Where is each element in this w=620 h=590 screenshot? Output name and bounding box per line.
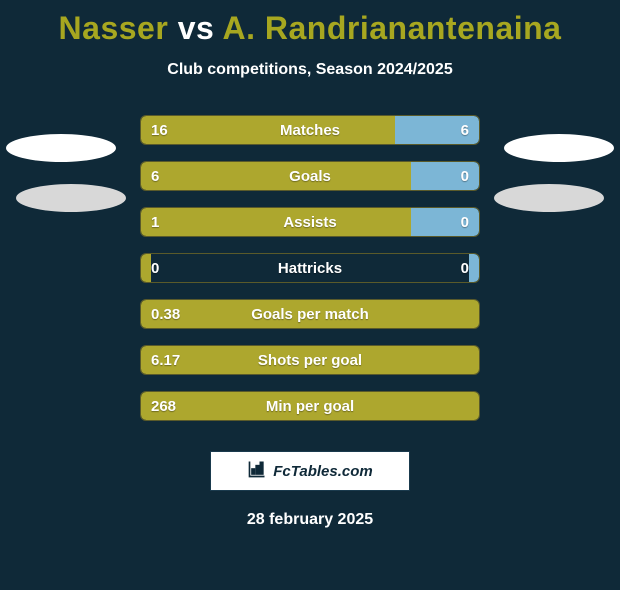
stat-row: 00Hattricks (0, 245, 620, 291)
source-badge-text: FcTables.com (273, 463, 372, 480)
stat-row: 268Min per goal (0, 383, 620, 429)
player1-badge-ellipse-top (6, 134, 116, 162)
title-vs: vs (178, 10, 215, 46)
stat-bar: 60Goals (140, 161, 480, 191)
stat-label: Matches (141, 122, 479, 139)
stat-row: 6.17Shots per goal (0, 337, 620, 383)
source-badge[interactable]: FcTables.com (210, 451, 410, 491)
stat-bar: 00Hattricks (140, 253, 480, 283)
player2-badge-ellipse-bottom (494, 184, 604, 212)
stat-bar: 6.17Shots per goal (140, 345, 480, 375)
stat-bar: 166Matches (140, 115, 480, 145)
title-player1: Nasser (59, 10, 169, 46)
player1-badge-ellipse-bottom (16, 184, 126, 212)
stat-label: Goals (141, 168, 479, 185)
stat-bar: 10Assists (140, 207, 480, 237)
stat-label: Hattricks (141, 260, 479, 277)
stat-label: Assists (141, 214, 479, 231)
page-title: Nasser vs A. Randrianantenaina (0, 10, 620, 47)
title-player2: A. Randrianantenaina (222, 10, 561, 46)
stat-bar: 0.38Goals per match (140, 299, 480, 329)
stat-label: Goals per match (141, 306, 479, 323)
chart-icon (247, 459, 267, 483)
stat-label: Min per goal (141, 398, 479, 415)
stat-row: 0.38Goals per match (0, 291, 620, 337)
date-label: 28 february 2025 (0, 511, 620, 529)
stat-bar: 268Min per goal (140, 391, 480, 421)
stat-label: Shots per goal (141, 352, 479, 369)
player2-badge-ellipse-top (504, 134, 614, 162)
subtitle: Club competitions, Season 2024/2025 (0, 61, 620, 79)
